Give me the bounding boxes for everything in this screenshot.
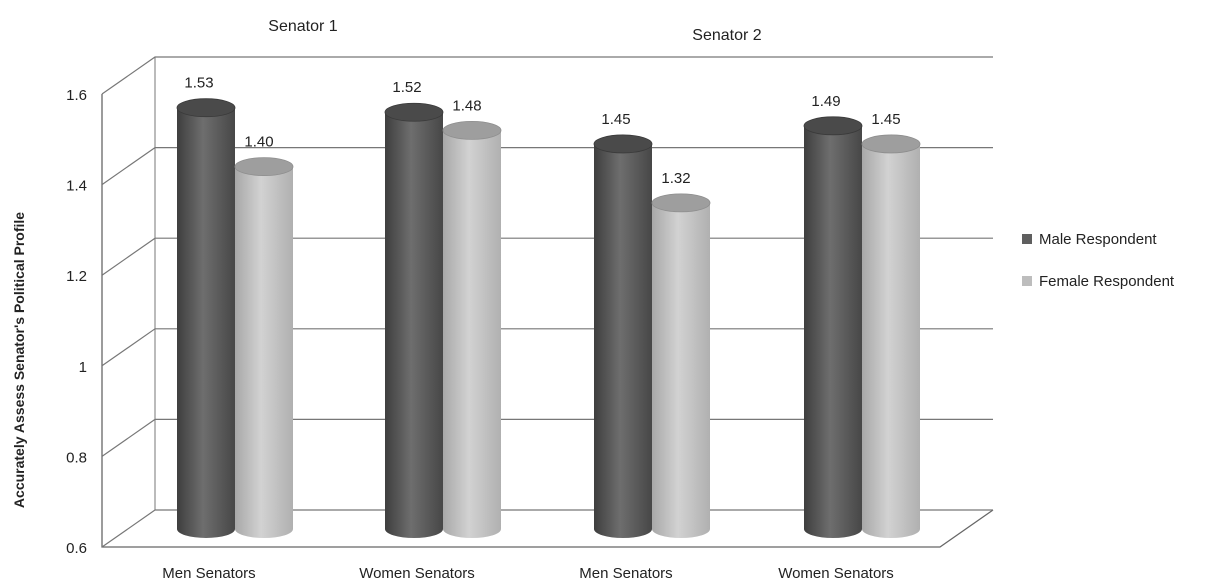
- data-label: 1.45: [871, 111, 900, 128]
- bar: [176, 98, 236, 538]
- bars: [176, 98, 921, 539]
- chart-frame: [101, 57, 994, 548]
- gridlines: [101, 56, 993, 548]
- x-axis-ticks: Men Senators Women Senators Men Senators Wo…: [162, 565, 894, 582]
- bar: [651, 193, 711, 538]
- bar: [861, 134, 921, 538]
- y-tick-label: 1.6: [66, 87, 87, 104]
- legend-label-male: Male Respondent: [1039, 230, 1157, 248]
- data-label: 1.32: [661, 170, 690, 187]
- legend-label-female: Female Respondent: [1039, 272, 1175, 290]
- x-tick-label: Women Senators: [359, 565, 475, 582]
- gridline: [101, 237, 993, 276]
- group-label: Senator 1: [268, 18, 337, 35]
- y-axis-label: Accurately Assess Senator's Political Pr…: [11, 212, 27, 508]
- data-label: 1.49: [811, 93, 840, 110]
- data-label: 1.53: [184, 75, 213, 92]
- data-label: 1.45: [601, 111, 630, 128]
- gridline: [101, 147, 993, 186]
- bar: [442, 120, 502, 539]
- bar: [593, 134, 653, 538]
- gridline: [101, 328, 993, 367]
- y-tick-label: 1.2: [66, 268, 87, 285]
- x-tick-label: Women Senators: [778, 565, 894, 582]
- gridline: [101, 509, 993, 548]
- legend-item-female: Female Respondent: [1022, 270, 1174, 292]
- bar: [384, 102, 444, 539]
- y-tick-label: 1: [79, 359, 87, 376]
- group-labels: Senator 1 Senator 2: [268, 18, 761, 44]
- y-tick-label: 0.8: [66, 449, 87, 466]
- y-tick-label: 0.6: [66, 540, 87, 557]
- legend-item-male: Male Respondent: [1022, 228, 1174, 250]
- legend-swatch-male: [1022, 234, 1032, 244]
- data-labels: 1.53 1.52 1.45 1.49 1.40 1.48 1.32 1.45: [184, 75, 900, 187]
- data-label: 1.48: [452, 97, 481, 114]
- legend: Male Respondent Female Respondent: [1022, 228, 1174, 312]
- y-axis-ticks: 0.6 0.8 1 1.2 1.4 1.6: [66, 87, 87, 557]
- chart-floor-edge: [101, 94, 994, 548]
- x-tick-label: Men Senators: [162, 565, 255, 582]
- y-tick-label: 1.4: [66, 178, 87, 195]
- gridline: [101, 56, 993, 95]
- group-label: Senator 2: [692, 27, 761, 44]
- x-tick-label: Men Senators: [579, 565, 672, 582]
- legend-swatch-female: [1022, 276, 1032, 286]
- data-label: 1.52: [392, 79, 421, 96]
- gridline: [101, 418, 993, 457]
- bar: [234, 157, 294, 538]
- bar: [803, 116, 863, 538]
- data-label: 1.40: [244, 134, 273, 151]
